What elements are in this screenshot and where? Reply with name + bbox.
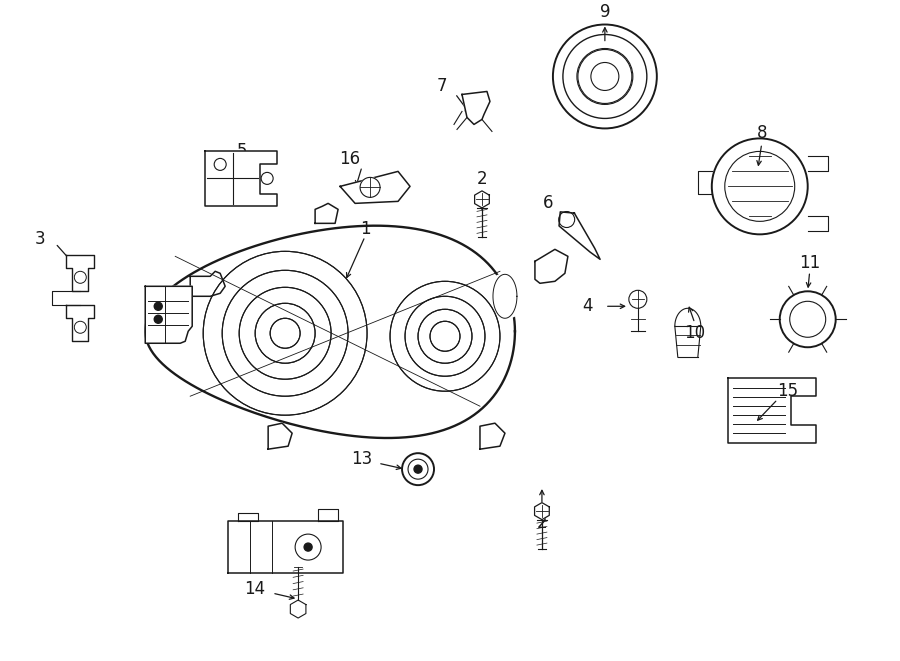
Text: 5: 5 [237, 142, 248, 161]
Circle shape [712, 138, 807, 235]
Circle shape [402, 453, 434, 485]
Polygon shape [559, 212, 600, 259]
Polygon shape [229, 521, 343, 573]
Circle shape [154, 302, 162, 310]
Polygon shape [268, 423, 292, 449]
Circle shape [578, 50, 632, 104]
Polygon shape [205, 151, 277, 206]
Polygon shape [145, 286, 193, 343]
Circle shape [553, 24, 657, 128]
Polygon shape [145, 225, 515, 438]
Text: 8: 8 [757, 124, 767, 142]
Text: 14: 14 [245, 580, 266, 598]
Circle shape [483, 274, 526, 319]
Polygon shape [728, 378, 815, 443]
Circle shape [203, 251, 367, 415]
Polygon shape [480, 423, 505, 449]
Polygon shape [291, 600, 306, 618]
Polygon shape [318, 509, 338, 521]
Text: 16: 16 [339, 151, 361, 169]
Circle shape [629, 290, 647, 308]
Polygon shape [315, 204, 338, 223]
Text: 3: 3 [35, 230, 46, 249]
Polygon shape [67, 255, 94, 292]
Text: 1: 1 [360, 220, 371, 239]
Circle shape [779, 292, 836, 347]
Text: 11: 11 [799, 254, 820, 272]
Polygon shape [190, 271, 225, 296]
Text: 15: 15 [778, 382, 798, 400]
Text: 9: 9 [599, 3, 610, 20]
Circle shape [360, 177, 380, 198]
Polygon shape [238, 513, 258, 521]
Text: 13: 13 [351, 450, 373, 468]
Polygon shape [462, 91, 490, 124]
Polygon shape [67, 305, 94, 341]
Text: 10: 10 [684, 325, 706, 342]
Polygon shape [340, 171, 410, 204]
Text: 6: 6 [543, 194, 553, 212]
Circle shape [154, 315, 162, 323]
Polygon shape [535, 502, 549, 520]
Polygon shape [474, 191, 490, 208]
Text: 7: 7 [436, 77, 447, 95]
Circle shape [295, 534, 321, 560]
Circle shape [75, 321, 86, 333]
Circle shape [414, 465, 422, 473]
Text: 2: 2 [477, 171, 487, 188]
Text: 2: 2 [536, 514, 547, 532]
Circle shape [304, 543, 312, 551]
Text: 12: 12 [238, 520, 259, 538]
Text: 4: 4 [582, 297, 593, 315]
Polygon shape [535, 249, 568, 284]
Polygon shape [675, 327, 701, 357]
Circle shape [75, 271, 86, 284]
Circle shape [390, 282, 500, 391]
